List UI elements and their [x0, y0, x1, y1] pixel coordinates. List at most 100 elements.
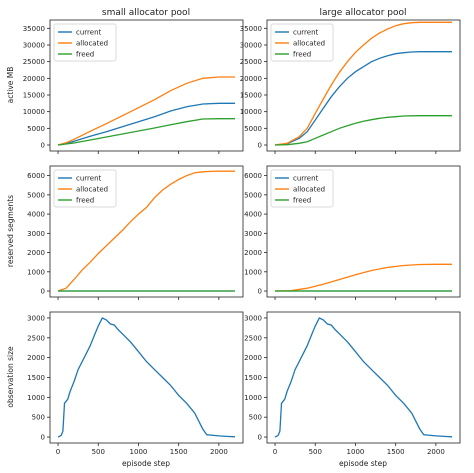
plot-area — [50, 312, 243, 443]
legend-label-allocated: allocated — [76, 40, 108, 48]
y-tick-label: 3000 — [27, 314, 45, 322]
series-line-allocated — [57, 170, 235, 292]
legend-label-current: current — [76, 29, 102, 37]
y-tick-label: 4000 — [244, 211, 262, 219]
series-line-current — [57, 102, 235, 146]
legend: current allocated freed — [270, 169, 334, 208]
col-title-small: small allocator pool — [102, 8, 190, 18]
y-tick-label: 0 — [258, 288, 262, 296]
y-tick-label: 6000 — [27, 172, 45, 180]
y-tick-label: 5000 — [244, 191, 262, 199]
series-line-freed — [274, 115, 452, 146]
ylabel-reserved-segments: reserved segments — [6, 195, 15, 267]
y-tick-label: 20000 — [23, 75, 45, 83]
x-tick-label: 1500 — [170, 448, 188, 456]
axes-frame — [266, 165, 461, 298]
col-title-large: large allocator pool — [320, 8, 407, 18]
y-tick-label: 5000 — [244, 125, 262, 133]
panel-2-1: 0 500 1000 1500 2000 0 500 1000 1500 2000 2500 3000 — [244, 311, 461, 456]
y-tick-label: 1500 — [244, 374, 262, 382]
y-tick-label: 10000 — [23, 108, 45, 116]
legend-label-current: current — [293, 175, 319, 183]
xlabel-left: episode step — [122, 459, 170, 468]
y-tick-label: 10000 — [240, 108, 262, 116]
legend-label-freed: freed — [76, 51, 94, 59]
y-tick-label: 1000 — [27, 394, 45, 402]
series-line-freed — [57, 118, 235, 146]
series-line-current — [274, 51, 452, 146]
x-tick-label: 1000 — [347, 448, 365, 456]
y-tick-label: 3000 — [27, 230, 45, 238]
legend-label-freed: freed — [76, 197, 94, 205]
x-tick-label: 1000 — [130, 448, 148, 456]
y-tick-label: 25000 — [240, 58, 262, 66]
ylabel-observation-size: observation size — [6, 346, 15, 408]
ylabel-active-mb: active MB — [6, 67, 15, 104]
legend-label-allocated: allocated — [293, 40, 325, 48]
legend-label-freed: freed — [293, 197, 311, 205]
y-tick-label: 4000 — [27, 211, 45, 219]
y-tick-label: 35000 — [23, 25, 45, 33]
series-line-allocated — [57, 76, 235, 146]
panel-1-0: 0 1000 2000 3000 4000 5000 6000 current allocate… — [27, 165, 244, 300]
x-tick-label: 0 — [56, 448, 60, 456]
y-tick-label: 1000 — [244, 268, 262, 276]
plot-area — [267, 312, 460, 443]
y-tick-label: 2000 — [27, 354, 45, 362]
y-tick-label: 0 — [41, 434, 45, 442]
panel-0-0: 0 5000 10000 15000 20000 25000 30000 35000 curre… — [23, 19, 244, 154]
y-tick-label: 15000 — [240, 92, 262, 100]
y-tick-label: 3000 — [244, 230, 262, 238]
y-tick-label: 35000 — [240, 25, 262, 33]
y-tick-label: 2500 — [244, 334, 262, 342]
legend-box — [53, 169, 117, 208]
legend: current allocated freed — [53, 23, 117, 62]
y-tick-label: 2000 — [244, 249, 262, 257]
x-tick-label: 500 — [92, 448, 105, 456]
y-tick-label: 1000 — [244, 394, 262, 402]
y-tick-label: 0 — [258, 142, 262, 150]
panel-0-1: 0 5000 10000 15000 20000 25000 30000 35000 curre… — [240, 19, 461, 154]
y-tick-label: 500 — [249, 414, 262, 422]
y-tick-label: 1500 — [27, 374, 45, 382]
y-tick-label: 15000 — [23, 92, 45, 100]
x-tick-label: 500 — [309, 448, 322, 456]
series-line-allocated — [274, 21, 452, 146]
legend: current allocated freed — [53, 169, 117, 208]
series-line-allocated — [274, 263, 452, 292]
y-tick-label: 2000 — [27, 249, 45, 257]
y-tick-label: 20000 — [240, 75, 262, 83]
y-tick-label: 0 — [258, 434, 262, 442]
legend-label-current: current — [293, 29, 319, 37]
y-tick-label: 2500 — [27, 334, 45, 342]
y-tick-label: 0 — [41, 288, 45, 296]
series-line-observation-size — [274, 317, 453, 438]
legend-box — [270, 169, 334, 208]
series-line-observation-size — [57, 317, 236, 438]
x-tick-label: 0 — [273, 448, 277, 456]
y-tick-label: 2000 — [244, 354, 262, 362]
y-tick-label: 5000 — [27, 125, 45, 133]
axes-frame — [266, 19, 461, 152]
y-tick-label: 3000 — [244, 314, 262, 322]
legend-label-current: current — [76, 175, 102, 183]
legend-box — [270, 23, 334, 62]
y-tick-label: 6000 — [244, 172, 262, 180]
legend: current allocated freed — [270, 23, 334, 62]
y-tick-label: 5000 — [27, 191, 45, 199]
x-tick-label: 1500 — [387, 448, 405, 456]
y-tick-label: 0 — [41, 142, 45, 150]
legend-label-freed: freed — [293, 51, 311, 59]
panel-2-0: 0 500 1000 1500 2000 0 500 1000 1500 2000 2500 3000 — [27, 311, 244, 456]
legend-label-allocated: allocated — [293, 186, 325, 194]
legend-label-allocated: allocated — [76, 186, 108, 194]
y-tick-label: 500 — [32, 414, 45, 422]
legend-box — [53, 23, 117, 62]
y-tick-label: 1000 — [27, 268, 45, 276]
x-tick-label: 2000 — [210, 448, 228, 456]
panel-1-1: 0 1000 2000 3000 4000 5000 6000 current allocate… — [244, 165, 461, 300]
y-tick-label: 30000 — [240, 42, 262, 50]
x-tick-label: 2000 — [427, 448, 445, 456]
